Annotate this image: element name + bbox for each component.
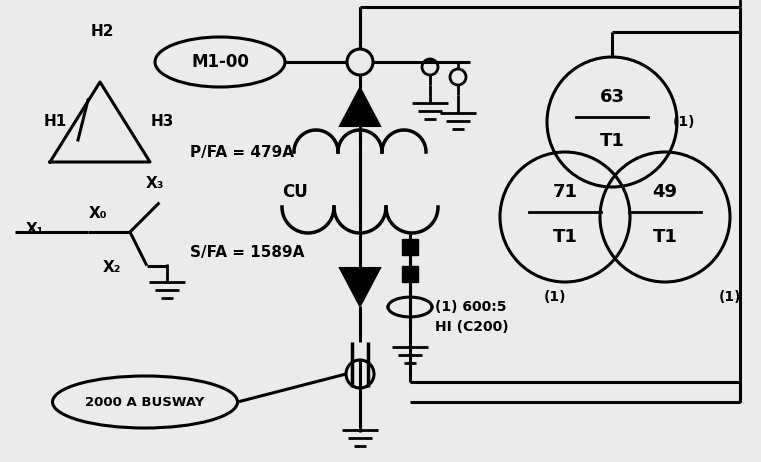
Text: T1: T1: [600, 133, 625, 151]
Polygon shape: [340, 268, 380, 306]
Text: H1: H1: [43, 115, 67, 129]
Polygon shape: [340, 88, 380, 126]
Text: CU: CU: [282, 183, 308, 201]
Text: X₂: X₂: [103, 260, 121, 274]
Text: X₀: X₀: [89, 207, 107, 221]
Bar: [402, 266, 418, 282]
Text: 49: 49: [652, 183, 677, 201]
Text: H2: H2: [91, 24, 113, 39]
Text: (1) 600:5: (1) 600:5: [435, 300, 507, 314]
Text: P/FA = 479A: P/FA = 479A: [190, 145, 294, 159]
Text: 2000 A BUSWAY: 2000 A BUSWAY: [85, 395, 205, 408]
Text: T1: T1: [552, 227, 578, 245]
Bar: [402, 239, 418, 255]
Text: M1-00: M1-00: [191, 53, 249, 71]
Text: T1: T1: [653, 227, 677, 245]
Text: X₃: X₃: [146, 176, 164, 192]
Text: (1): (1): [673, 115, 696, 129]
Text: X₁: X₁: [26, 223, 44, 237]
Text: (1): (1): [718, 290, 741, 304]
Text: HI (C200): HI (C200): [435, 320, 508, 334]
Text: H3: H3: [151, 115, 174, 129]
Text: 71: 71: [552, 183, 578, 201]
Text: 63: 63: [600, 88, 625, 106]
Text: S/FA = 1589A: S/FA = 1589A: [190, 244, 304, 260]
Text: (1): (1): [544, 290, 566, 304]
